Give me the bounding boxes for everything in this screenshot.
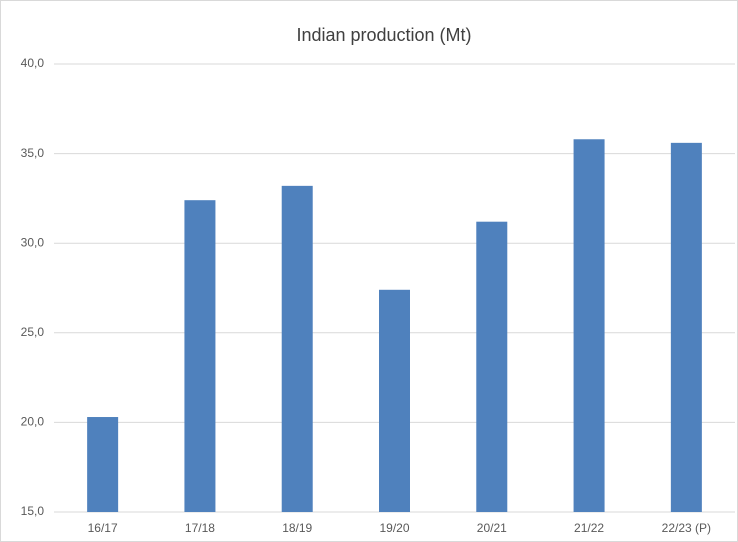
y-tick-label: 15,0 <box>21 504 45 518</box>
y-tick-label: 20,0 <box>21 415 45 429</box>
bar <box>379 289 410 512</box>
bar <box>573 139 605 512</box>
y-tick-label: 25,0 <box>21 325 45 339</box>
y-tick-label: 30,0 <box>21 235 45 249</box>
x-tick-label: 19/20 <box>379 521 409 535</box>
x-tick-label: 18/19 <box>282 521 312 535</box>
x-tick-label: 17/18 <box>185 521 215 535</box>
bar <box>281 185 313 512</box>
x-tick-label: 20/21 <box>477 521 507 535</box>
y-tick-label: 40,0 <box>21 56 45 70</box>
y-tick-label: 35,0 <box>21 146 45 160</box>
chart-title: Indian production (Mt) <box>296 25 471 45</box>
x-tick-label: 16/17 <box>88 521 118 535</box>
x-tick-label: 22/23 (P) <box>662 521 711 535</box>
bar <box>184 200 216 512</box>
bar <box>87 417 119 512</box>
x-tick-label: 21/22 <box>574 521 604 535</box>
bar <box>476 221 508 513</box>
bar <box>670 142 702 512</box>
